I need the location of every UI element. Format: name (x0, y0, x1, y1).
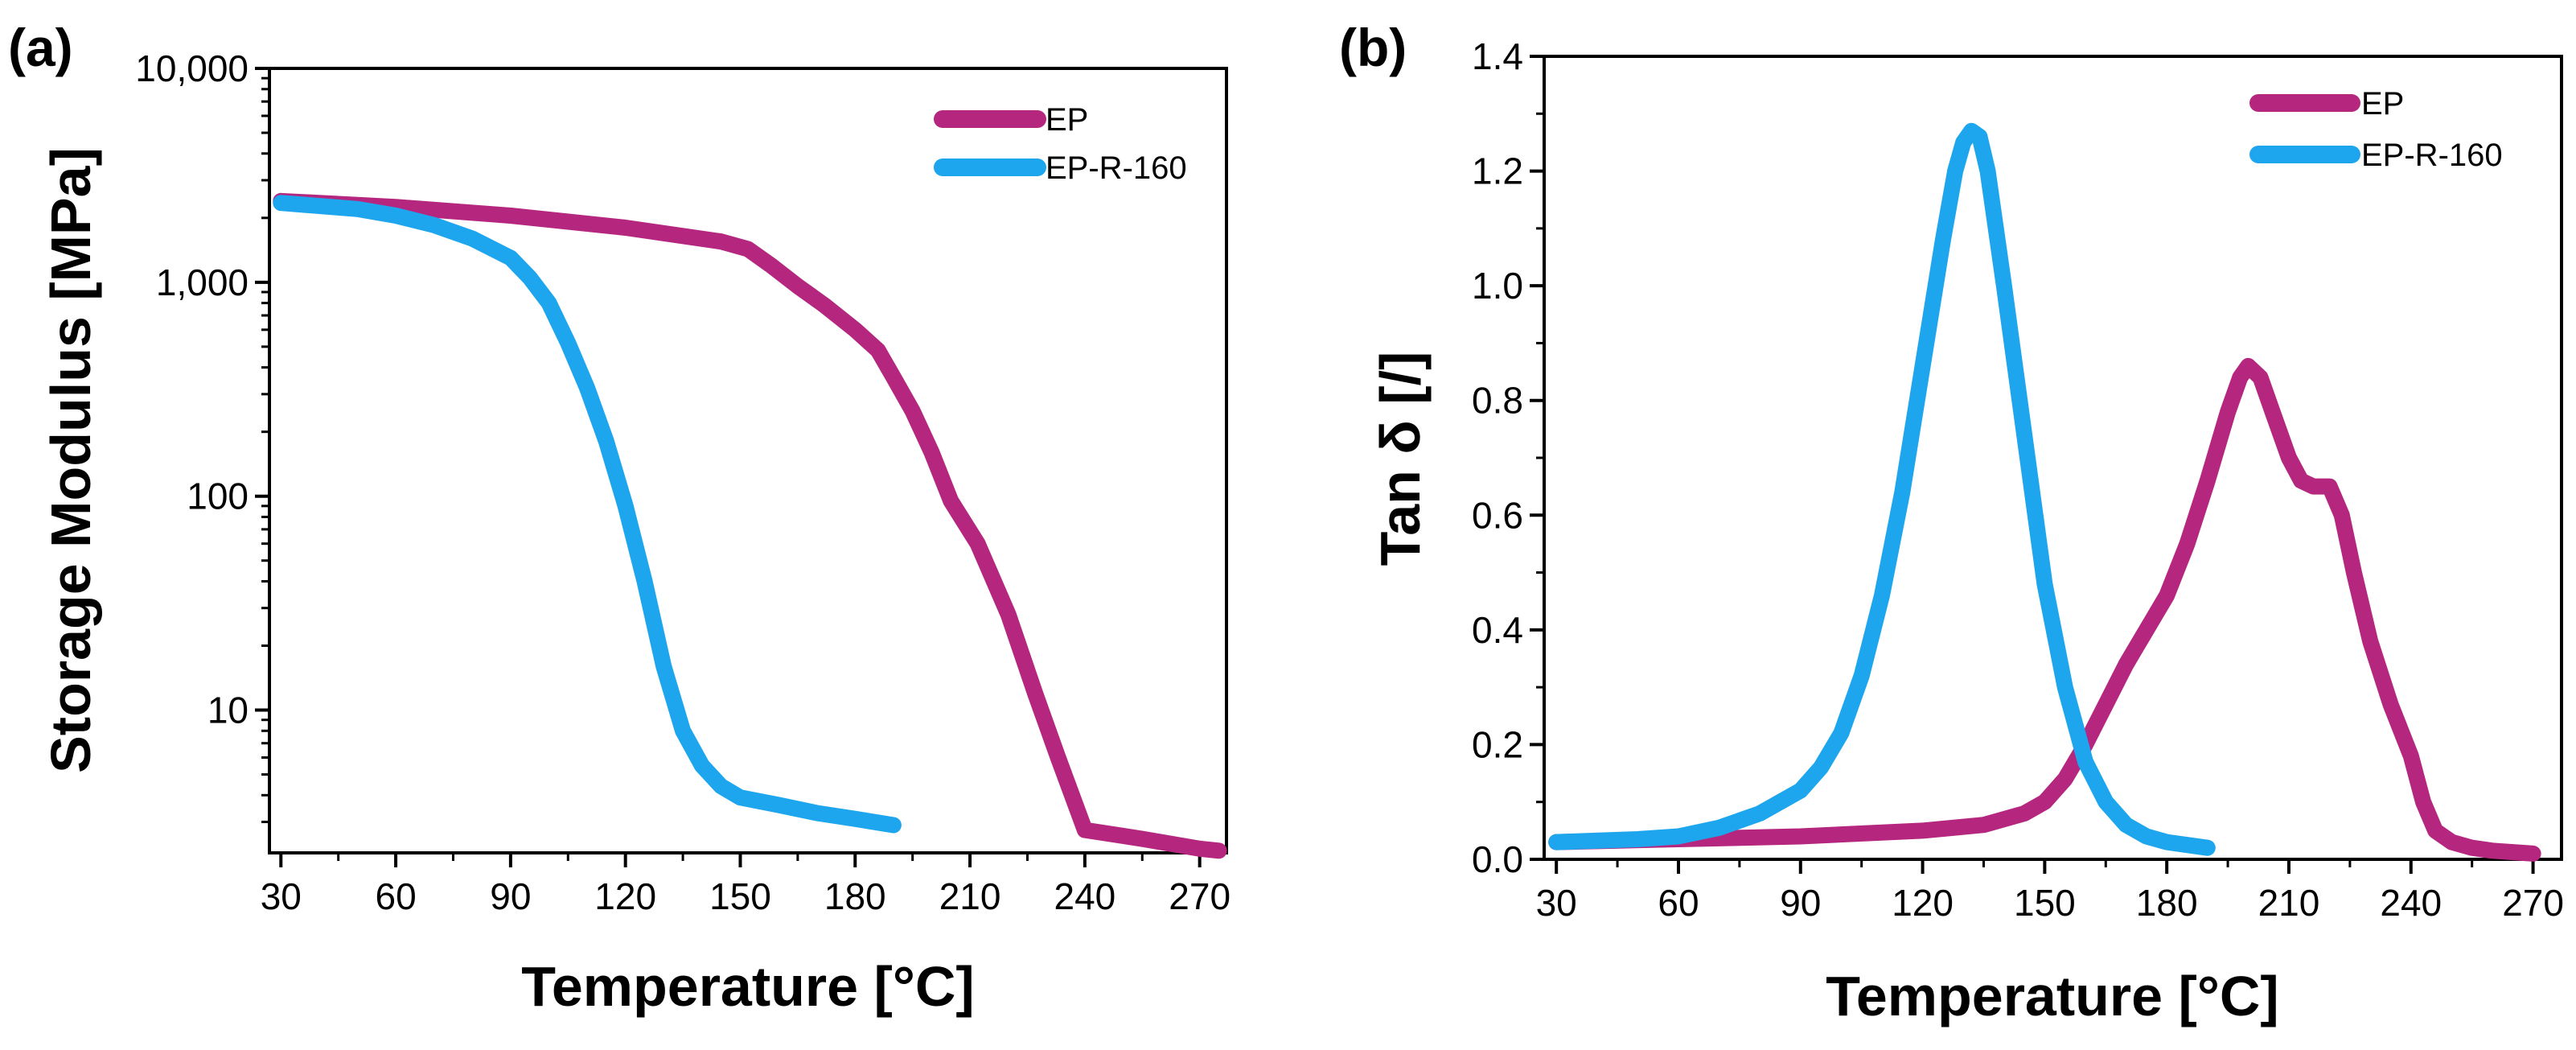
legend-ep-r-160-label: EP-R-160 (1046, 150, 1187, 186)
panel-a-y-axis-title: Storage Modulus [MPa] (39, 147, 102, 773)
x-tick-label: 90 (1780, 882, 1821, 924)
x-tick-label: 150 (709, 875, 771, 917)
x-tick-label: 120 (594, 875, 656, 917)
legend-ep-label: EP (1046, 102, 1088, 138)
x-tick-label: 150 (2014, 882, 2076, 924)
y-tick-label: 1,000 (156, 261, 249, 303)
panel-b-series (1548, 122, 2541, 862)
y-tick-label: 100 (187, 476, 249, 517)
x-tick-label: 180 (824, 875, 886, 917)
series-line-ep-r-160 (273, 195, 902, 834)
y-tick-label: 10 (207, 690, 249, 731)
y-tick-label: 0.4 (1472, 609, 1523, 651)
panel-b-tan-delta: (b) 30 60 90 120 150 180 210 240 270 0.0 0.2 0.4 0.6… (1339, 18, 2564, 1027)
series-line-ep-r-160 (1548, 122, 2216, 856)
panel-a-plot-frame (268, 67, 1228, 854)
x-tick-label: 240 (2380, 882, 2442, 924)
y-tick-label: 0.6 (1472, 494, 1523, 536)
panel-a-ticks: 30 60 90 120 150 180 210 240 270 10 100 1,000 10,000 (135, 47, 1230, 917)
x-tick-label: 90 (490, 875, 531, 917)
panel-a-label: (a) (8, 18, 73, 77)
panel-a-legend: EP EP-R-160 (934, 102, 1187, 186)
panel-b-legend: EP EP-R-160 (2249, 86, 2503, 173)
x-tick-label: 270 (1169, 875, 1230, 917)
panel-b-x-axis-title: Temperature [°C] (1826, 965, 2278, 1027)
x-tick-label: 30 (261, 875, 302, 917)
x-tick-label: 60 (375, 875, 416, 917)
panel-b-label: (b) (1339, 18, 1407, 77)
legend-ep-r-160-label: EP-R-160 (2361, 138, 2503, 173)
panel-a-storage-modulus: (a) 30 60 90 120 150 180 210 240 270 10 100 1,000 10… (8, 18, 1230, 1018)
x-tick-label: 30 (1536, 882, 1577, 924)
y-tick-label: 0.0 (1472, 838, 1523, 880)
y-tick-label: 0.8 (1472, 380, 1523, 422)
x-tick-label: 210 (2258, 882, 2320, 924)
x-tick-label: 270 (2502, 882, 2564, 924)
x-tick-label: 240 (1054, 875, 1116, 917)
y-tick-label: 1.2 (1472, 150, 1523, 192)
x-tick-label: 210 (939, 875, 1001, 917)
y-tick-label: 10,000 (135, 47, 249, 89)
y-tick-label: 0.2 (1472, 723, 1523, 765)
y-tick-label: 1.0 (1472, 265, 1523, 307)
panel-b-y-axis-title: Tan δ [/] (1369, 352, 1432, 566)
series-line-ep (1548, 357, 2541, 862)
x-tick-label: 60 (1658, 882, 1699, 924)
series-line-ep (273, 192, 1227, 859)
x-tick-label: 180 (2136, 882, 2198, 924)
panel-a-x-axis-title: Temperature [°C] (521, 955, 974, 1018)
x-tick-label: 120 (1892, 882, 1954, 924)
legend-ep-label: EP (2361, 86, 2404, 121)
panel-b-ticks: 30 60 90 120 150 180 210 240 270 0.0 0.2 0.4 0.6 0.8 1… (1472, 35, 2564, 924)
panel-a-series (273, 192, 1227, 859)
y-tick-label: 1.4 (1472, 35, 1523, 77)
